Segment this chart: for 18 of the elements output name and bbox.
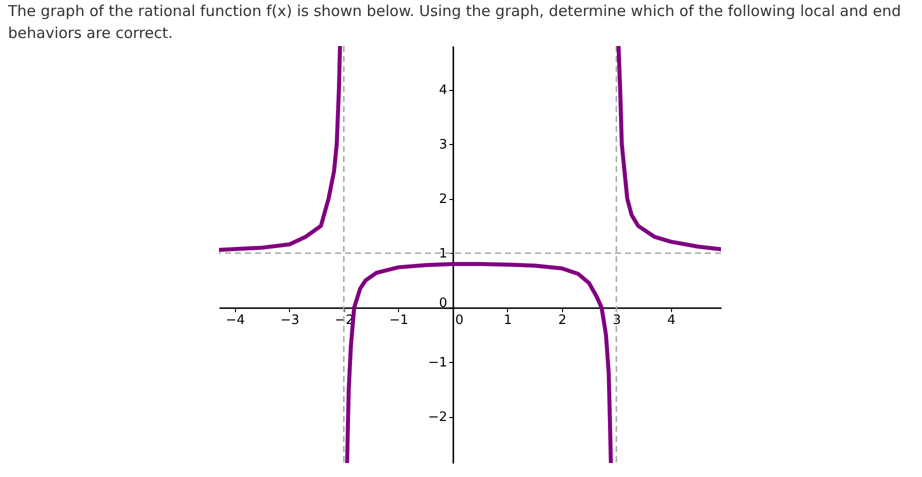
y-tick-label: 0	[439, 296, 448, 312]
line-series	[616, 46, 721, 252]
y-tick-label: 4	[439, 83, 448, 98]
y-tick-label: 3	[439, 138, 448, 153]
x-tick-label: −3	[280, 313, 300, 328]
x-tick-label: 2	[558, 313, 566, 328]
y-tick-label: 1	[439, 246, 448, 262]
x-tick-label: 0	[455, 313, 464, 328]
x-tick-label: −1	[389, 313, 408, 328]
x-tick-label: 3	[612, 313, 621, 328]
y-tick-label: 2	[439, 192, 448, 208]
y-tick-label: −1	[428, 356, 448, 371]
x-tick-label: −4	[226, 313, 245, 328]
chart-title: The graph of the rational function f(x) is shown below. Using the graph, determine which of the following local and end behaviors are correct.	[8, 1, 902, 44]
x-tick-label: 1	[504, 313, 512, 328]
line-series	[219, 46, 342, 252]
y-tick-label: −2	[428, 410, 448, 426]
x-tick-label: 4	[667, 313, 676, 328]
